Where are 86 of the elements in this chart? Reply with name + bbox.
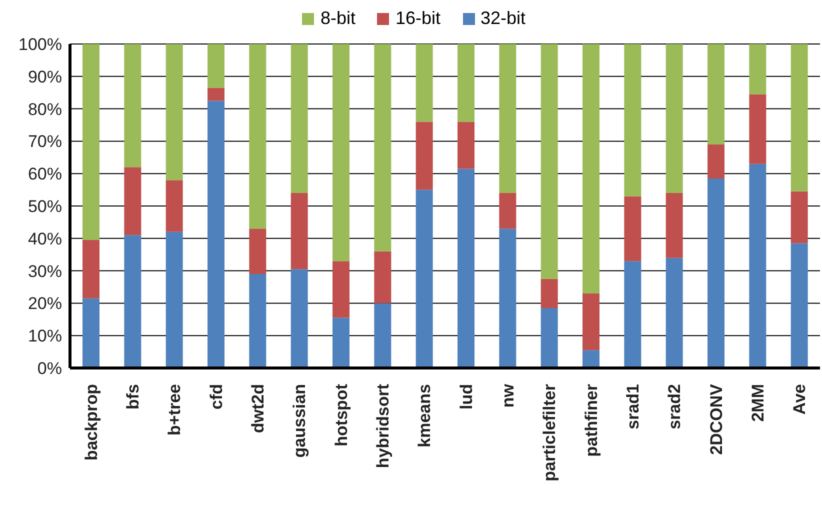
bar bbox=[249, 274, 266, 368]
bar bbox=[708, 44, 724, 144]
x-tick-label: Ave bbox=[790, 384, 810, 415]
x-tick-label: cfd bbox=[206, 384, 226, 410]
bar bbox=[624, 44, 642, 196]
bar bbox=[249, 44, 266, 229]
bar bbox=[124, 167, 142, 236]
bar bbox=[82, 44, 100, 240]
bar bbox=[416, 122, 433, 190]
y-tick-label: 100% bbox=[18, 35, 62, 54]
bar bbox=[540, 278, 558, 308]
bar bbox=[166, 180, 183, 232]
x-tick-label: hybridsort bbox=[374, 384, 392, 468]
x-tick-label: kmeans bbox=[415, 384, 434, 448]
bar bbox=[499, 228, 516, 368]
legend-label: 8-bit bbox=[319, 8, 356, 29]
y-tick-label: 70% bbox=[28, 132, 62, 152]
bar bbox=[582, 350, 600, 368]
bar bbox=[208, 88, 224, 101]
x-tick-label: srad2 bbox=[665, 384, 684, 430]
x-tick-label: pathfiner bbox=[582, 384, 601, 457]
y-tick-label: 0% bbox=[37, 359, 62, 378]
bar bbox=[208, 100, 224, 368]
bar bbox=[416, 190, 433, 368]
x-tick-label: nw bbox=[498, 383, 518, 408]
x-tick-label: 2MM bbox=[748, 384, 768, 422]
bar bbox=[374, 251, 392, 304]
bar bbox=[290, 44, 308, 194]
y-tick-label: 50% bbox=[28, 197, 62, 216]
x-tick-label: particlefilter bbox=[540, 384, 560, 482]
bar bbox=[708, 144, 724, 178]
x-tick-label: bfs bbox=[124, 384, 142, 410]
bar bbox=[790, 191, 808, 244]
bar bbox=[124, 44, 142, 168]
bar bbox=[499, 193, 516, 229]
x-tick-label: backprop bbox=[82, 384, 101, 461]
bar bbox=[166, 232, 183, 368]
bar bbox=[290, 269, 308, 368]
y-tick-label: 40% bbox=[28, 229, 62, 248]
y-tick-label: 20% bbox=[28, 294, 62, 314]
bar bbox=[666, 44, 683, 194]
bar bbox=[208, 44, 224, 88]
bar bbox=[540, 308, 558, 368]
bar bbox=[749, 164, 766, 368]
bar bbox=[458, 44, 474, 122]
bar bbox=[458, 168, 474, 368]
bar bbox=[290, 193, 308, 270]
bar bbox=[416, 44, 433, 122]
bar bbox=[790, 44, 808, 192]
bar bbox=[332, 318, 350, 368]
legend-label: 32-bit bbox=[480, 8, 526, 29]
x-tick-label: hotspot bbox=[332, 384, 351, 446]
legend-label: 16-bit bbox=[394, 8, 440, 29]
bar bbox=[666, 193, 683, 258]
y-tick-label: 30% bbox=[28, 262, 62, 281]
bar bbox=[499, 44, 516, 194]
x-tick-label: lud bbox=[456, 384, 476, 410]
bar bbox=[749, 94, 766, 164]
x-tick-label: gaussian bbox=[290, 384, 310, 458]
bar bbox=[82, 298, 100, 368]
bar bbox=[458, 122, 474, 169]
bar bbox=[540, 44, 558, 279]
bar bbox=[624, 196, 642, 262]
bar bbox=[124, 235, 142, 368]
y-tick-label: 60% bbox=[28, 164, 62, 184]
bar bbox=[249, 228, 266, 274]
bar bbox=[790, 243, 808, 368]
bar bbox=[708, 178, 724, 368]
x-tick-label: b+tree bbox=[165, 384, 184, 436]
y-tick-label: 80% bbox=[28, 100, 62, 119]
bar bbox=[624, 261, 642, 368]
x-tick-label: 2DCONV bbox=[706, 383, 726, 455]
bar bbox=[332, 44, 350, 262]
bar bbox=[749, 44, 766, 94]
bar bbox=[374, 44, 392, 252]
bar bbox=[332, 261, 350, 318]
x-tick-label: dwt2d bbox=[248, 384, 268, 434]
bar bbox=[666, 258, 683, 368]
y-tick-label: 10% bbox=[28, 326, 62, 346]
y-tick-label: 90% bbox=[28, 67, 62, 86]
bar bbox=[166, 44, 183, 180]
bar bbox=[582, 44, 600, 294]
bar bbox=[374, 303, 392, 368]
x-tick-label: srad1 bbox=[624, 384, 642, 430]
bar bbox=[82, 240, 100, 298]
bar bbox=[582, 293, 600, 350]
